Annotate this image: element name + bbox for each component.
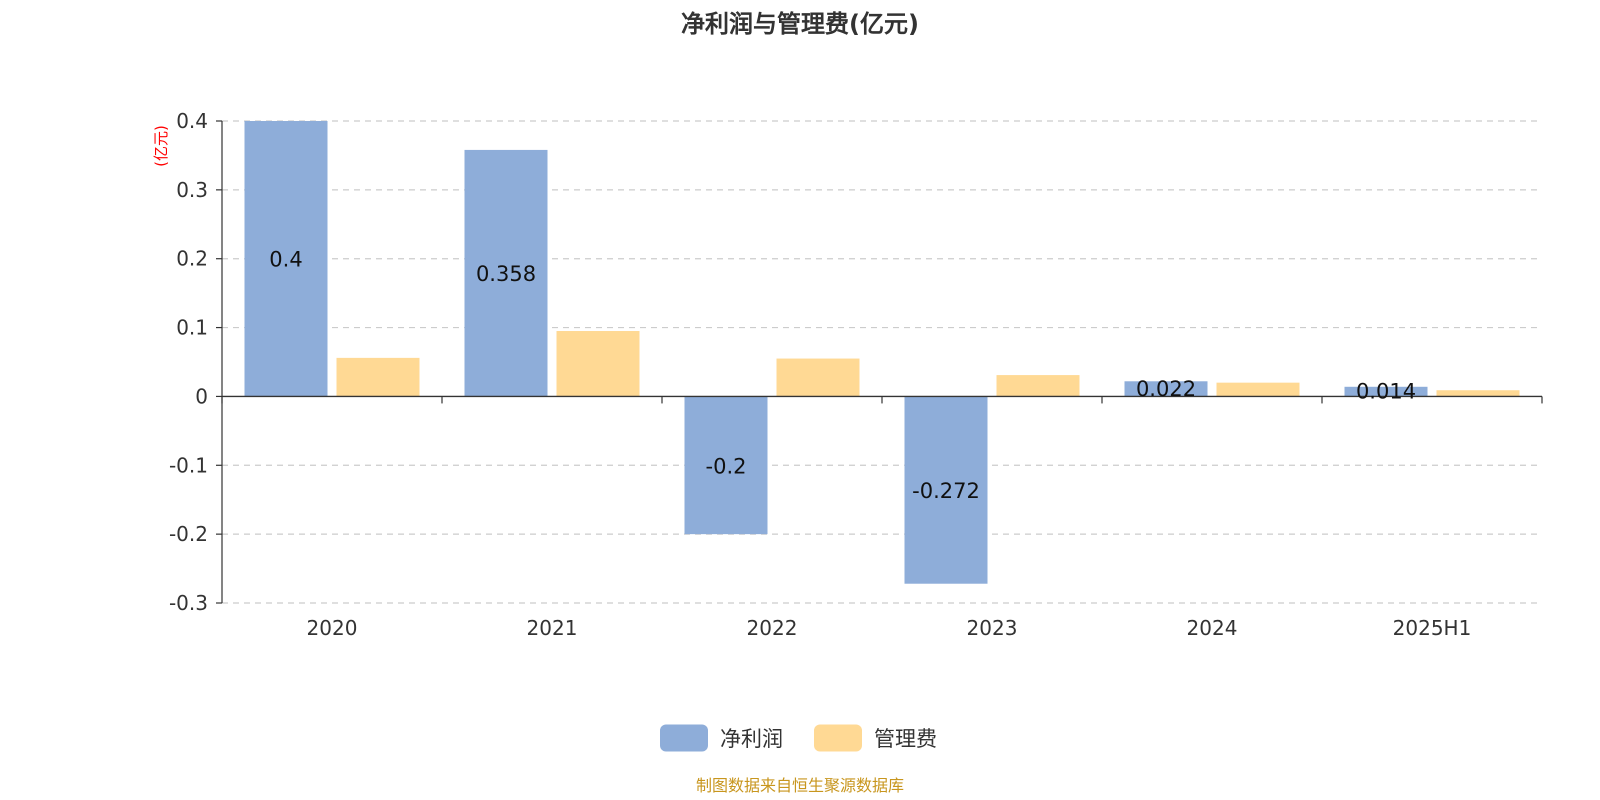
bar-admin-expense-2024 <box>1216 382 1300 397</box>
x-tick-label: 2023 <box>967 616 1018 640</box>
legend-swatch-admin-expense[interactable] <box>814 724 862 752</box>
bar-net-profit-2021 <box>464 149 548 397</box>
data-label: 0.358 <box>476 262 536 286</box>
bar-net-profit-2023 <box>904 396 988 584</box>
legend: 净利润 管理费 <box>660 724 937 752</box>
x-tick-label: 2020 <box>307 616 358 640</box>
data-label: 0.4 <box>269 248 302 272</box>
y-tick-label: -0.3 <box>169 591 208 615</box>
data-label: -0.272 <box>912 479 980 503</box>
x-tick-label: 2025H1 <box>1393 616 1472 640</box>
legend-swatch-net-profit[interactable] <box>660 724 708 752</box>
chart-title: 净利润与管理费(亿元) <box>681 10 919 38</box>
y-tick-label: 0.4 <box>176 109 208 133</box>
bar-net-profit-2025H1 <box>1344 386 1428 397</box>
y-tick-label: 0.3 <box>176 178 208 202</box>
x-tick-label: 2021 <box>527 616 578 640</box>
bar-admin-expense-2025H1 <box>1436 390 1520 397</box>
data-labels: 0.4 0.358 -0.2 -0.272 0.022 0.014 <box>269 248 1416 503</box>
bar-net-profit-2022 <box>684 396 768 535</box>
y-tick-label: 0.2 <box>176 247 208 271</box>
y-tick-label: -0.1 <box>169 453 208 477</box>
data-label: -0.2 <box>706 454 747 478</box>
bar-admin-expense-2021 <box>556 331 640 397</box>
y-tick-label: 0.1 <box>176 316 208 340</box>
legend-label-admin-expense[interactable]: 管理费 <box>874 727 937 751</box>
axes: 0.4 0.3 0.2 0.1 0 -0.1 -0.2 -0.3 2020 2021 2022 202… <box>169 109 1543 640</box>
bar-admin-expense-2020 <box>336 357 420 397</box>
bar-admin-expense-2022 <box>776 358 860 397</box>
x-tick-label: 2024 <box>1187 616 1238 640</box>
bars <box>244 121 1520 584</box>
y-axis-unit-label: (亿元) <box>152 125 170 167</box>
bar-net-profit-2020 <box>244 121 328 397</box>
x-tick-label: 2022 <box>747 616 798 640</box>
y-tick-label: -0.2 <box>169 522 208 546</box>
source-note: 制图数据来自恒生聚源数据库 <box>696 776 904 795</box>
bar-admin-expense-2023 <box>996 375 1080 397</box>
data-label: 0.022 <box>1136 377 1196 401</box>
legend-label-net-profit[interactable]: 净利润 <box>720 727 783 751</box>
grid-lines <box>222 120 1542 604</box>
bar-net-profit-2024 <box>1124 381 1208 397</box>
data-label: 0.014 <box>1356 380 1416 404</box>
y-tick-label: 0 <box>195 384 208 408</box>
